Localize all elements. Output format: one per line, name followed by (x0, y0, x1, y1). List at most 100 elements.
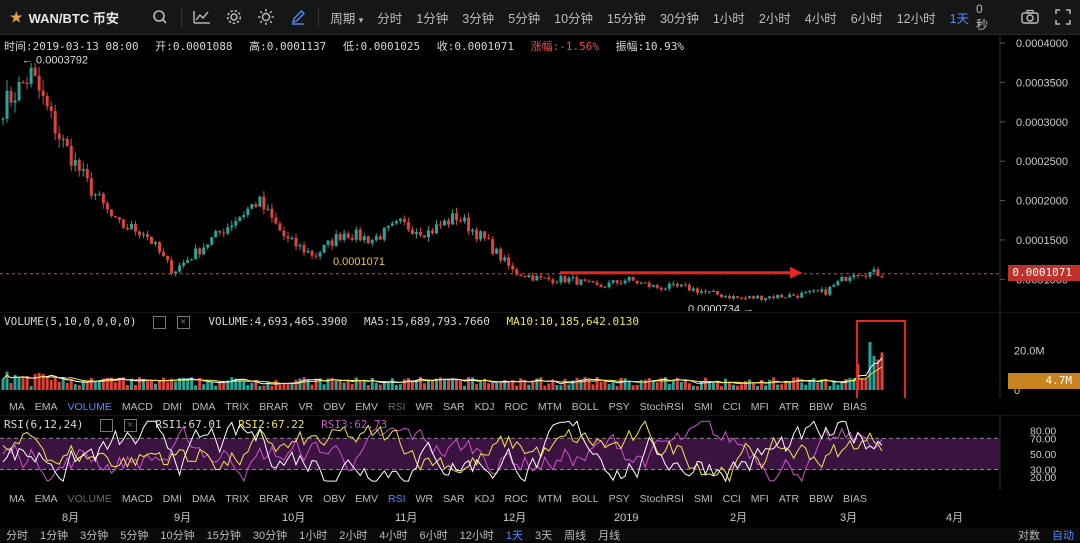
bottom-interval-1[interactable]: 1分钟 (40, 530, 69, 542)
bottom-interval-15[interactable]: 月线 (598, 530, 621, 542)
interval-1[interactable]: 1分钟 (416, 11, 449, 26)
indicator-tab-psy[interactable]: PSY (608, 400, 630, 413)
fullscreen-icon[interactable] (1047, 0, 1080, 34)
indicator-tab-smi[interactable]: SMI (693, 400, 713, 413)
auto-scale-toggle[interactable]: 自动 (1052, 530, 1074, 542)
indicator-tab-brar[interactable]: BRAR (259, 492, 289, 505)
interval-3[interactable]: 5分钟 (508, 11, 541, 26)
symbol-title[interactable]: ★ WAN/BTC 币安 (0, 8, 144, 27)
indicator-tab-boll[interactable]: BOLL (571, 492, 599, 505)
indicator-tab-mfi[interactable]: MFI (750, 400, 769, 413)
indicator-tab-volume[interactable]: VOLUME (67, 492, 112, 505)
log-scale-toggle[interactable]: 对数 (1018, 530, 1040, 542)
indicator-tab-brar[interactable]: BRAR (259, 400, 289, 413)
indicator-tab-wr[interactable]: WR (415, 400, 434, 413)
indicator-tab-bbw[interactable]: BBW (809, 400, 833, 413)
indicator-tab-bias[interactable]: BIAS (842, 400, 867, 413)
bottom-interval-13[interactable]: 3天 (535, 530, 553, 542)
bottom-interval-5[interactable]: 15分钟 (206, 530, 241, 542)
camera-snapshot-icon[interactable] (1013, 0, 1046, 34)
indicator-tab-vr[interactable]: VR (298, 400, 314, 413)
interval-0[interactable]: 分时 (377, 11, 403, 26)
indicator-tab-ma[interactable]: MA (9, 492, 25, 505)
indicator-tab-dmi[interactable]: DMI (162, 492, 183, 505)
indicator-tab-rsi[interactable]: RSI (388, 400, 406, 413)
indicator-tab-rsi[interactable]: RSI (388, 492, 406, 505)
indicator-tab-ema[interactable]: EMA (34, 492, 58, 505)
close-icon[interactable]: ✕ (176, 315, 190, 329)
indicator-tab-sar[interactable]: SAR (443, 400, 465, 413)
indicator-tab-sar[interactable]: SAR (443, 492, 465, 505)
indicator-tab-trix[interactable]: TRIX (225, 492, 250, 505)
bottom-interval-9[interactable]: 4小时 (379, 530, 408, 542)
indicator-tab-roc[interactable]: ROC (504, 400, 528, 413)
bottom-interval-10[interactable]: 6小时 (419, 530, 448, 542)
interval-10[interactable]: 6小时 (850, 11, 883, 26)
interval-6[interactable]: 30分钟 (659, 11, 699, 26)
indicator-tab-kdj[interactable]: KDJ (474, 400, 495, 413)
indicator-tab-emv[interactable]: EMV (355, 400, 379, 413)
indicator-tab-macd[interactable]: MACD (121, 400, 153, 413)
indicator-tab-kdj[interactable]: KDJ (474, 492, 495, 505)
indicator-tab-dmi[interactable]: DMI (162, 400, 183, 413)
indicator-tab-stochrsi[interactable]: StochRSI (639, 400, 684, 413)
interval-12[interactable]: 1天 (949, 11, 970, 26)
volume-chart[interactable]: 20.0M 0 (0, 312, 1080, 398)
indicator-tab-emv[interactable]: EMV (355, 492, 379, 505)
gear-icon[interactable] (218, 0, 250, 34)
interval-8[interactable]: 2小时 (758, 11, 791, 26)
close-icon[interactable]: ✕ (123, 418, 137, 432)
indicator-tab-macd[interactable]: MACD (121, 492, 153, 505)
star-icon[interactable]: ★ (10, 8, 23, 25)
bottom-interval-11[interactable]: 12小时 (459, 530, 494, 542)
bottom-interval-4[interactable]: 10分钟 (160, 530, 195, 542)
bottom-interval-8[interactable]: 2小时 (339, 530, 368, 542)
indicator-tab-atr[interactable]: ATR (778, 400, 800, 413)
indicator-tab-roc[interactable]: ROC (504, 492, 528, 505)
indicator-tab-mfi[interactable]: MFI (750, 492, 769, 505)
indicator-tab-vr[interactable]: VR (298, 492, 314, 505)
interval-7[interactable]: 1小时 (712, 11, 745, 26)
interval-2[interactable]: 3分钟 (462, 11, 495, 26)
indicator-tab-obv[interactable]: OBV (323, 400, 346, 413)
interval-5[interactable]: 15分钟 (607, 11, 646, 26)
settings-icon[interactable] (153, 315, 167, 329)
indicator-tab-ma[interactable]: MA (9, 400, 25, 413)
indicator-tab-cci[interactable]: CCI (722, 492, 741, 505)
indicator-tab-smi[interactable]: SMI (693, 492, 713, 505)
indicator-tab-trix[interactable]: TRIX (225, 400, 250, 413)
indicator-tab-dma[interactable]: DMA (192, 400, 216, 413)
indicator-tab-mtm[interactable]: MTM (537, 400, 562, 413)
bottom-interval-12[interactable]: 1天 (505, 530, 523, 542)
indicators-chart-icon[interactable] (185, 0, 217, 34)
bottom-interval-2[interactable]: 3分钟 (80, 530, 109, 542)
settings-icon[interactable] (100, 418, 114, 432)
bottom-interval-3[interactable]: 5分钟 (120, 530, 149, 542)
indicator-tab-psy[interactable]: PSY (608, 492, 630, 505)
indicator-tab-obv[interactable]: OBV (323, 492, 346, 505)
bottom-interval-0[interactable]: 分时 (6, 530, 28, 542)
indicator-tab-bbw[interactable]: BBW (809, 492, 833, 505)
interval-4[interactable]: 10分钟 (554, 11, 594, 26)
bottom-interval-7[interactable]: 1小时 (299, 530, 328, 542)
indicator-tab-boll[interactable]: BOLL (571, 400, 599, 413)
interval-11[interactable]: 12小时 (896, 11, 936, 26)
indicator-tab-stochrsi[interactable]: StochRSI (639, 492, 684, 505)
indicator-tab-dma[interactable]: DMA (192, 492, 216, 505)
indicator-tab-bias[interactable]: BIAS (842, 492, 867, 505)
period-menu[interactable]: 周期 ▾ (323, 8, 370, 27)
bottom-interval-14[interactable]: 周线 (564, 530, 587, 542)
sun-theme-icon[interactable] (250, 0, 282, 34)
bottom-interval-6[interactable]: 30分钟 (252, 530, 288, 542)
pencil-draw-icon[interactable] (282, 0, 314, 34)
interval-9[interactable]: 4小时 (804, 11, 837, 26)
indicator-tab-ema[interactable]: EMA (34, 400, 58, 413)
indicator-tab-wr[interactable]: WR (415, 492, 434, 505)
indicator-tab-atr[interactable]: ATR (778, 492, 800, 505)
price-chart[interactable]: 0.0004000 0.0003500 0.0003000 0.0002500 0.00… (0, 35, 1080, 311)
indicator-tab-mtm[interactable]: MTM (537, 492, 562, 505)
search-icon[interactable] (144, 0, 176, 34)
indicator-tab-cci[interactable]: CCI (722, 400, 741, 413)
indicator-tab-volume[interactable]: VOLUME (67, 400, 112, 413)
